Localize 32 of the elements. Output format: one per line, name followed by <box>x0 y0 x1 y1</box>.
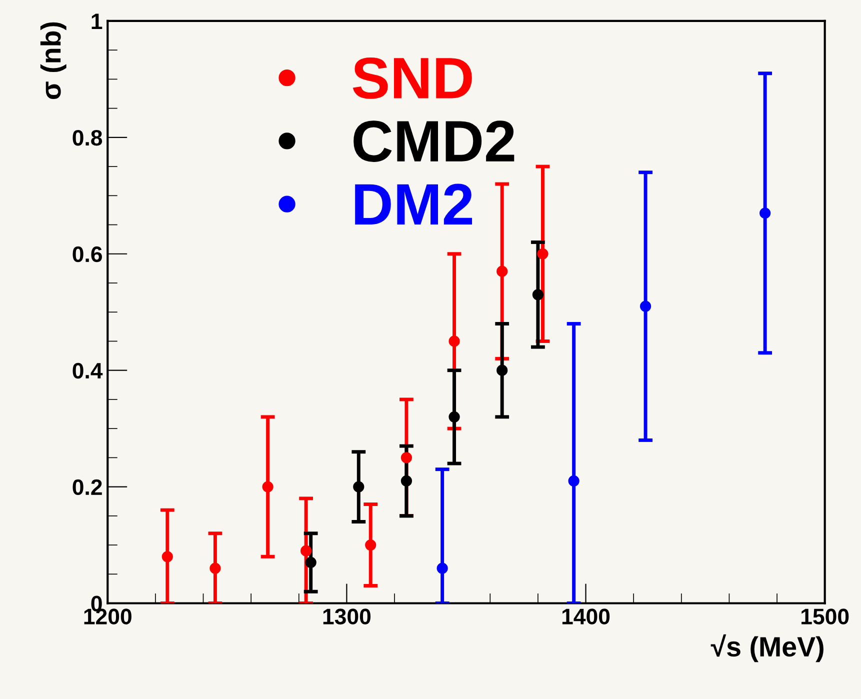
point <box>210 562 221 574</box>
point <box>353 481 364 492</box>
point <box>365 539 376 551</box>
point <box>568 475 580 487</box>
y-tick-label: 0.8 <box>72 130 102 146</box>
y-tick-label: 0.2 <box>72 479 102 496</box>
point <box>537 248 548 260</box>
y-tick-label: 0.4 <box>72 362 103 379</box>
point <box>496 364 508 376</box>
x-tick-label: 1400 <box>562 608 610 624</box>
point <box>400 475 412 487</box>
y-tick-label: 0.6 <box>72 246 102 262</box>
point <box>400 452 412 464</box>
point <box>305 556 316 568</box>
point <box>436 562 448 574</box>
point <box>532 289 544 300</box>
legend-label: SND <box>352 58 472 99</box>
point <box>262 481 274 492</box>
point <box>162 551 173 562</box>
x-tick-label: 1300 <box>323 608 371 624</box>
point <box>640 300 652 312</box>
legend-label: DM2 <box>355 184 472 224</box>
point <box>760 208 771 219</box>
point <box>448 336 460 347</box>
point <box>300 545 312 556</box>
point <box>496 266 508 277</box>
y-axis-title: σ (nb) <box>40 22 66 100</box>
legend-label: CMD2 <box>354 120 514 162</box>
y-tick-label: 1 <box>92 14 102 30</box>
x-axis-title: √s (MeV) <box>710 634 824 662</box>
point <box>448 411 460 422</box>
x-tick-label: 1500 <box>802 608 849 624</box>
